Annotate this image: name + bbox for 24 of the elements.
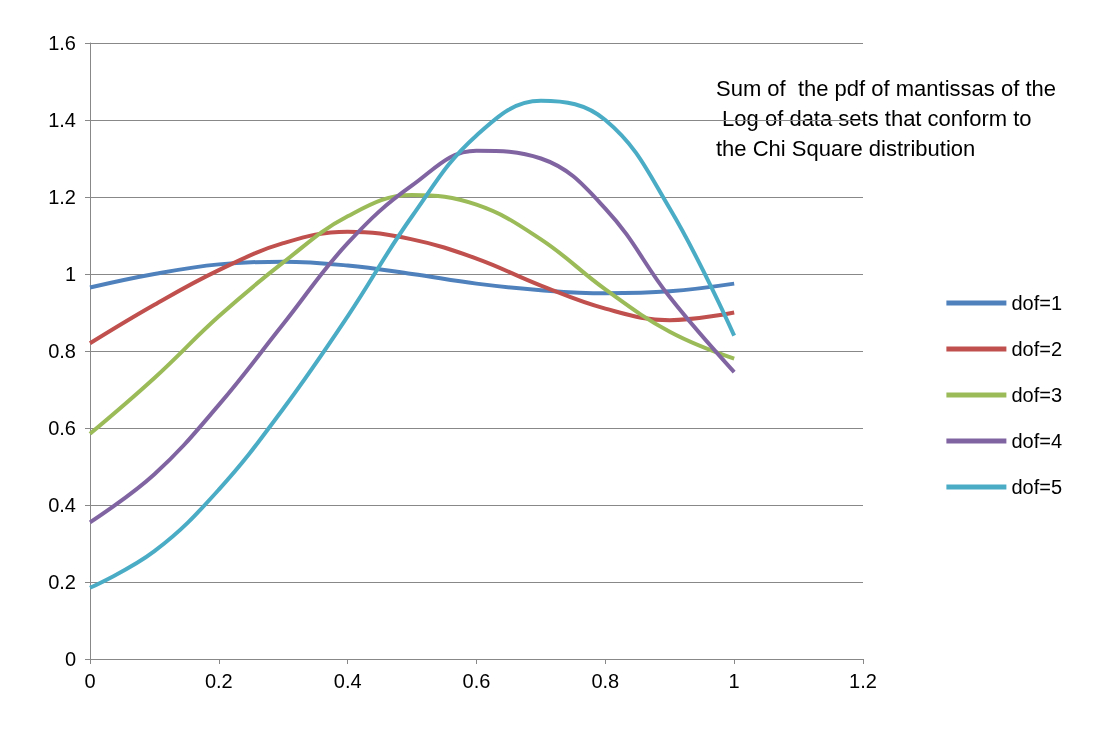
y-tick-label: 1 <box>64 263 76 285</box>
legend-label: dof=2 <box>1011 338 1062 360</box>
y-tick-label: 0.2 <box>48 571 76 593</box>
x-tick-label: 0.8 <box>591 670 620 692</box>
y-tick-label: 1.6 <box>48 32 76 54</box>
y-tick-label: 0.6 <box>48 417 76 439</box>
x-tick-label: 0.6 <box>462 670 491 692</box>
y-tick-label: 1.2 <box>48 186 76 208</box>
line-series <box>88 259 737 296</box>
legend-label: dof=4 <box>1011 430 1062 452</box>
x-tick-label: 0.2 <box>204 670 233 692</box>
legend-label: dof=3 <box>1011 384 1062 406</box>
x-tick-label: 0.4 <box>333 670 362 692</box>
line-series <box>88 229 737 346</box>
line-series <box>88 193 737 436</box>
y-tick-label: 0 <box>64 648 76 670</box>
x-tick-label: 1 <box>728 670 740 692</box>
y-tick-label: 0.8 <box>48 340 76 362</box>
legend-label: dof=1 <box>1011 292 1062 314</box>
x-tick-label: 1.2 <box>849 670 877 692</box>
x-tick-label: 0 <box>84 670 96 692</box>
y-tick-label: 0.4 <box>48 494 76 516</box>
y-tick-label: 1.4 <box>48 109 76 131</box>
legend-label: dof=5 <box>1011 476 1062 498</box>
